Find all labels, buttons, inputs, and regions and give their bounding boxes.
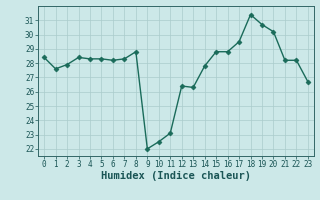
X-axis label: Humidex (Indice chaleur): Humidex (Indice chaleur) bbox=[101, 171, 251, 181]
